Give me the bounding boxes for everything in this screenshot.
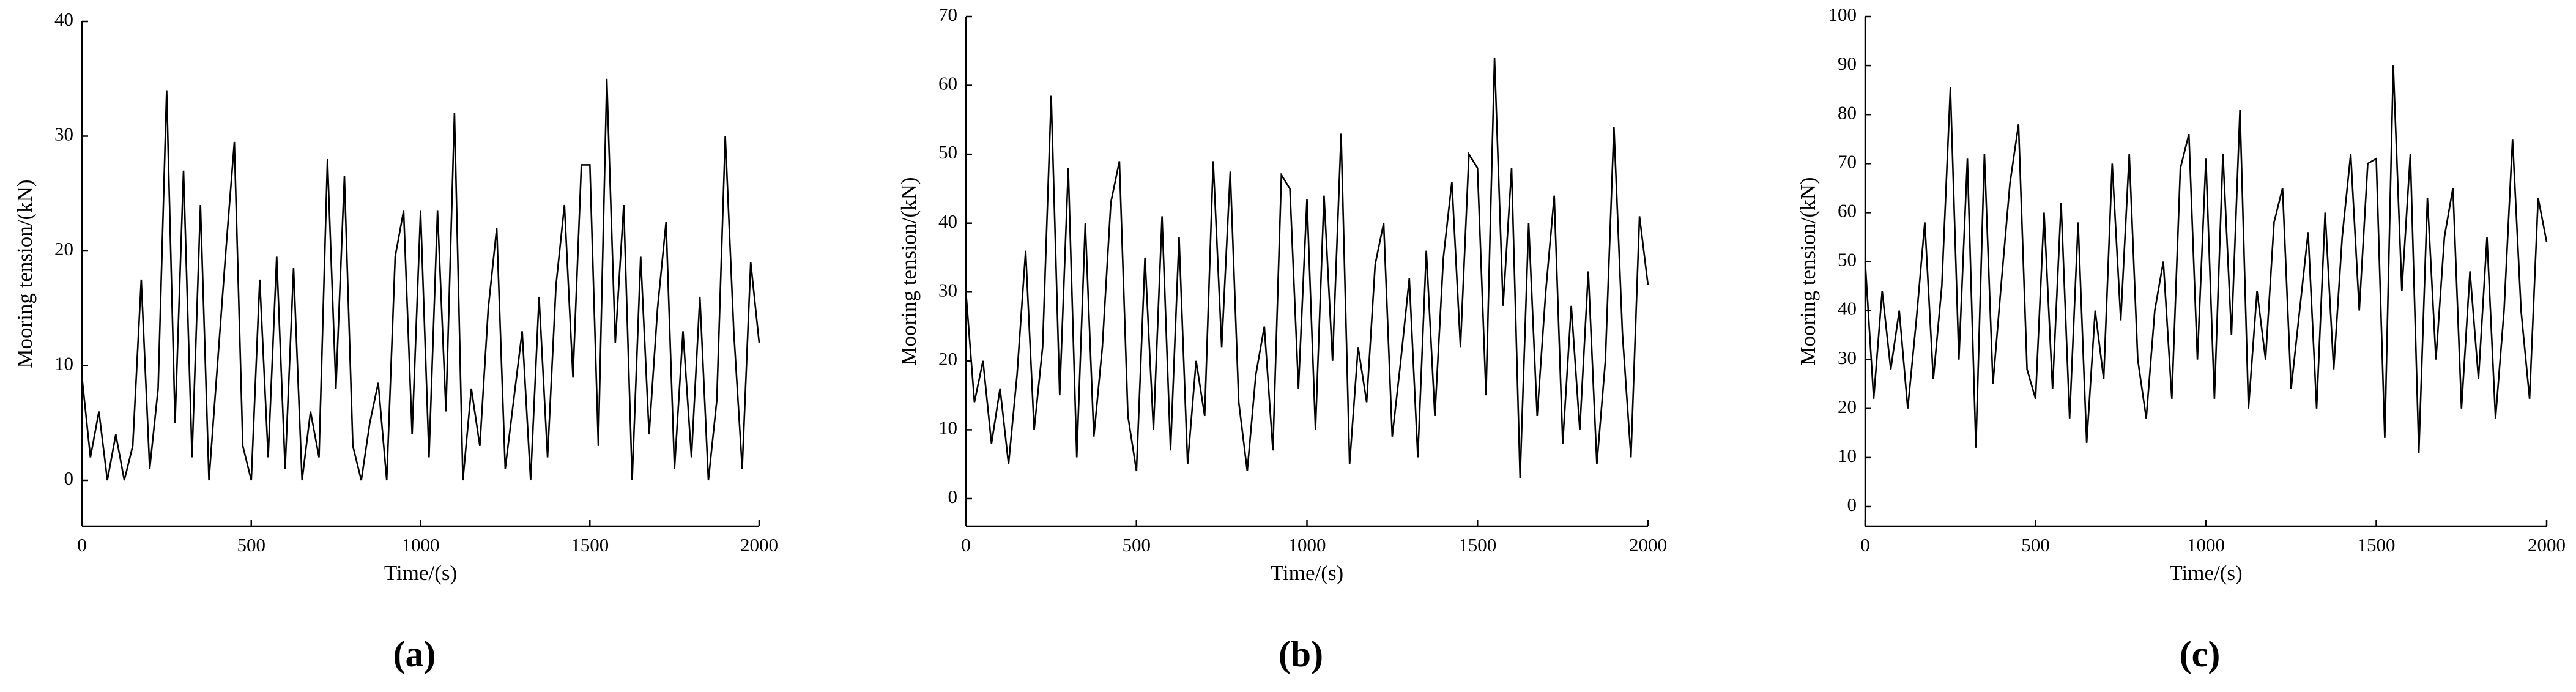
x-tick-label: 500 bbox=[2021, 534, 2050, 556]
y-tick-label: 20 bbox=[1838, 396, 1857, 417]
y-tick-label: 20 bbox=[54, 238, 73, 259]
x-tick-label: 1000 bbox=[402, 534, 440, 556]
x-tick-label: 1500 bbox=[2358, 534, 2396, 556]
y-tick-label: 50 bbox=[1838, 249, 1857, 270]
y-tick-label: 70 bbox=[1838, 151, 1857, 172]
x-tick-label: 1000 bbox=[2187, 534, 2225, 556]
x-tick-label: 0 bbox=[1860, 534, 1870, 556]
panel-label: (c) bbox=[2180, 634, 2221, 674]
x-tick-label: 500 bbox=[1123, 534, 1151, 556]
y-tick-label: 40 bbox=[938, 210, 957, 232]
y-tick-label: 0 bbox=[1847, 494, 1857, 515]
x-tick-label: 2000 bbox=[1629, 534, 1667, 556]
y-tick-label: 80 bbox=[1838, 102, 1857, 123]
y-tick-label: 60 bbox=[938, 73, 957, 94]
y-tick-label: 10 bbox=[1838, 445, 1857, 466]
y-tick-label: 10 bbox=[938, 417, 957, 439]
panel-label: (a) bbox=[393, 634, 436, 674]
y-axis-label: Mooring tension/(kN) bbox=[13, 179, 37, 368]
x-axis-label: Time/(s) bbox=[384, 561, 457, 585]
y-tick-label: 0 bbox=[948, 486, 958, 507]
x-tick-label: 1500 bbox=[1458, 534, 1496, 556]
data-line bbox=[1864, 65, 2548, 453]
x-tick-label: 0 bbox=[961, 534, 971, 556]
data-line bbox=[81, 78, 760, 481]
x-tick-label: 1000 bbox=[1288, 534, 1326, 556]
y-tick-label: 30 bbox=[938, 279, 957, 300]
y-tick-label: 100 bbox=[1828, 4, 1857, 25]
y-tick-label: 30 bbox=[54, 124, 73, 145]
y-tick-label: 30 bbox=[1838, 347, 1857, 368]
x-tick-label: 0 bbox=[77, 534, 87, 556]
x-tick-label: 2000 bbox=[2528, 534, 2566, 556]
y-axis-label: Mooring tension/(kN) bbox=[897, 177, 921, 365]
data-line bbox=[965, 58, 1649, 478]
x-axis-label: Time/(s) bbox=[2169, 561, 2242, 585]
y-tick-label: 70 bbox=[938, 4, 957, 25]
y-tick-label: 20 bbox=[938, 348, 957, 370]
y-tick-label: 40 bbox=[1838, 298, 1857, 319]
y-tick-label: 90 bbox=[1838, 53, 1857, 74]
x-tick-label: 1500 bbox=[571, 534, 609, 556]
y-tick-label: 50 bbox=[938, 141, 957, 163]
y-tick-label: 60 bbox=[1838, 199, 1857, 221]
x-tick-label: 2000 bbox=[740, 534, 778, 556]
y-tick-label: 0 bbox=[64, 467, 74, 489]
x-tick-label: 500 bbox=[237, 534, 266, 556]
y-tick-label: 40 bbox=[54, 9, 73, 30]
y-tick-label: 10 bbox=[54, 353, 73, 374]
x-axis-label: Time/(s) bbox=[1271, 561, 1343, 585]
panel-label: (b) bbox=[1279, 634, 1323, 674]
y-axis-label: Mooring tension/(kN) bbox=[1796, 177, 1820, 365]
